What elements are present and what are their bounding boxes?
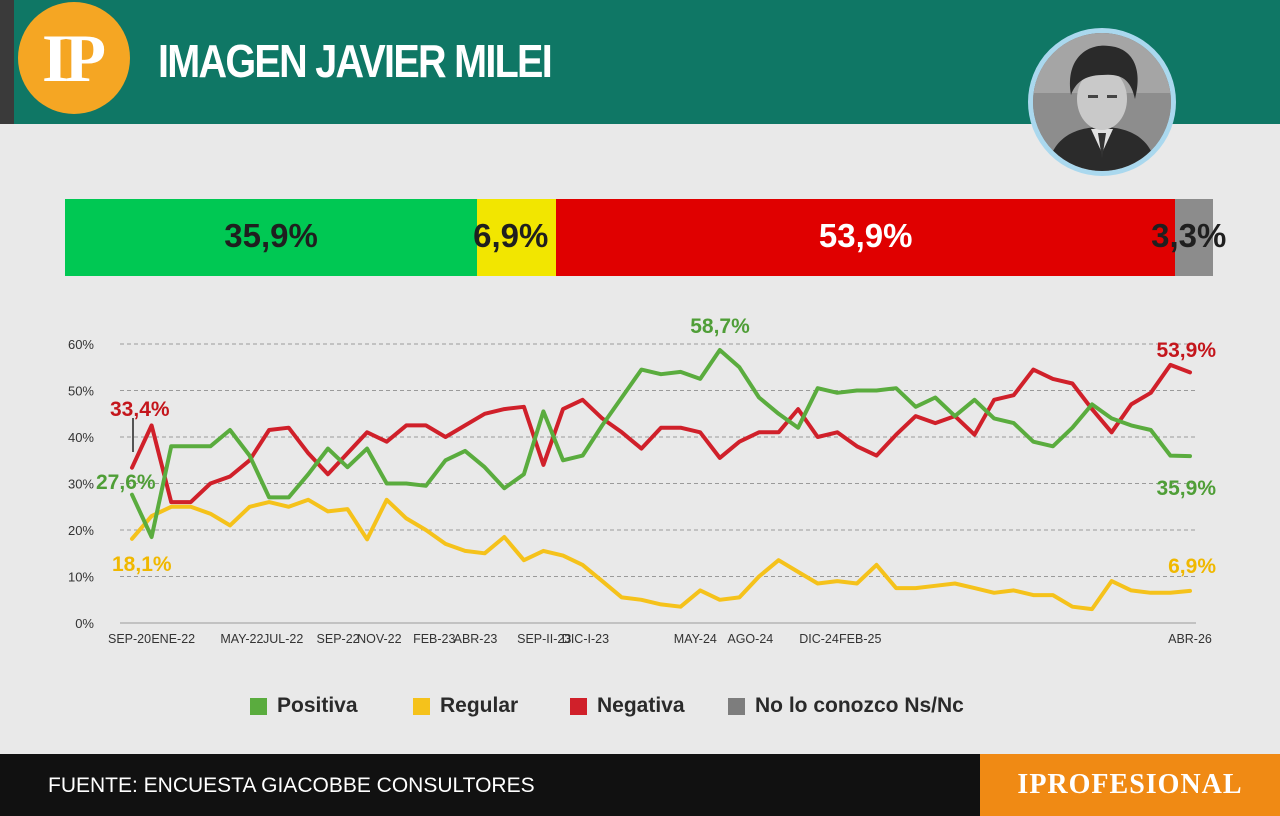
legend-item: Regular: [413, 694, 518, 718]
legend-label: No lo conozco Ns/Nc: [755, 694, 964, 717]
annotation-label: 33,4%: [110, 398, 170, 421]
legend-item: No lo conozco Ns/Nc: [728, 694, 964, 718]
chart-grid: [120, 343, 1196, 624]
summary-label-negative: 53,9%: [818, 217, 913, 254]
ip-logo: IP: [18, 2, 130, 114]
y-tick-label: 40%: [68, 430, 94, 445]
x-tick-label: NOV-22: [357, 632, 402, 646]
legend-label: Positiva: [277, 694, 358, 717]
legend-item: Positiva: [250, 694, 358, 718]
legend-swatch: [250, 697, 267, 715]
summary-label-positive: 35,9%: [224, 217, 318, 254]
y-tick-label: 20%: [68, 523, 94, 538]
x-tick-label: ABR-26: [1168, 632, 1212, 646]
series-line-regular: [130, 497, 1192, 612]
summary-segment-positive: [65, 199, 478, 276]
legend-swatch: [413, 697, 430, 715]
summary-segment-unknown: [1175, 199, 1213, 276]
x-tick-label: DIC-I-23: [562, 632, 609, 646]
summary-segment-regular: [477, 199, 557, 276]
legend-label: Regular: [440, 694, 519, 717]
summary-label-regular: 6,9%: [473, 217, 549, 254]
x-tick-label: AGO-24: [727, 632, 773, 646]
x-tick-label: MAY-22: [220, 632, 263, 646]
y-tick-label: 10%: [68, 570, 94, 585]
brand-box: IPROFESIONAL: [980, 754, 1280, 816]
y-axis-ticks: 0% 10% 20% 30% 40% 50% 60%: [68, 337, 94, 631]
portrait-photo: [1033, 33, 1171, 171]
logo-text: IP: [42, 19, 106, 96]
legend-label: Negativa: [597, 694, 685, 717]
annotation-label: 53,9%: [1156, 339, 1216, 362]
y-tick-label: 50%: [68, 384, 94, 399]
summary-stacked-bar: [65, 199, 1213, 276]
x-tick-label: SEP-II-23: [517, 632, 571, 646]
x-tick-label: ABR-23: [454, 632, 498, 646]
annotation-label: 58,7%: [690, 315, 750, 338]
y-tick-label: 60%: [68, 337, 94, 352]
annotation-label: 27,6%: [96, 471, 156, 494]
footer-bar: FUENTE: ENCUESTA GIACOBBE CONSULTORES IP…: [0, 754, 1280, 816]
series-line-positiva: [130, 348, 1192, 539]
x-tick-label: ENE-22: [151, 632, 195, 646]
legend-swatch: [728, 697, 745, 715]
y-tick-label: 0%: [75, 616, 94, 631]
annotation-label: 35,9%: [1156, 477, 1216, 500]
line-chart: 0% 10% 20% 30% 40% 50% 60% SEP-20 ENE-22 MAY-22 J…: [68, 315, 1216, 646]
x-tick-label: DIC-24: [799, 632, 839, 646]
annotation-label: 18,1%: [112, 553, 172, 576]
x-tick-label: FEB-25: [839, 632, 881, 646]
legend-item: Negativa: [570, 694, 685, 718]
header-edge: [0, 0, 14, 124]
source-text: FUENTE: ENCUESTA GIACOBBE CONSULTORES: [48, 774, 535, 797]
x-tick-label: SEP-20: [108, 632, 151, 646]
x-tick-label: FEB-23: [413, 632, 455, 646]
brand-text: IPROFESIONAL: [1017, 769, 1243, 800]
legend-swatch: [570, 697, 587, 715]
x-tick-label: MAY-24: [674, 632, 717, 646]
y-tick-label: 30%: [68, 477, 94, 492]
x-tick-label: SEP-22: [317, 632, 360, 646]
page-title: IMAGEN JAVIER MILEI: [158, 35, 553, 87]
chart-lines: [130, 348, 1192, 612]
annotation-label: 6,9%: [1168, 555, 1216, 578]
summary-segment-negative: [556, 199, 1176, 276]
summary-label-unknown: 3,3%: [1151, 217, 1227, 254]
x-tick-label: JUL-22: [263, 632, 303, 646]
avatar: [1028, 28, 1176, 176]
chart-annotations: 33,4% 27,6% 18,1% 58,7% 53,9% 35,9% 6,9%: [96, 315, 1216, 578]
series-line-negativa: [130, 362, 1192, 505]
